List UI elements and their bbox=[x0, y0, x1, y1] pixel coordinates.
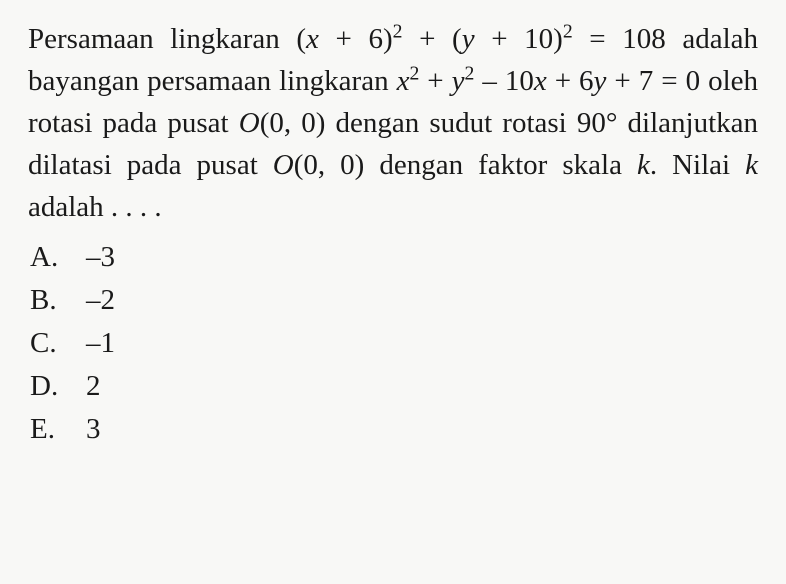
eq-part: + 6) bbox=[319, 23, 393, 55]
exponent: 2 bbox=[563, 20, 573, 42]
option-b-value: –2 bbox=[86, 279, 115, 322]
variable-y: y bbox=[452, 65, 465, 97]
eq-part: + 10) bbox=[475, 23, 563, 55]
option-e-label: E. bbox=[30, 408, 86, 451]
option-e: E. 3 bbox=[30, 408, 758, 451]
question-text: Persamaan lingkaran (x + 6)2 + (y + 10)2… bbox=[28, 18, 758, 228]
variable-y: y bbox=[594, 65, 607, 97]
exponent: 2 bbox=[393, 20, 403, 42]
eq-part: + 7 = 0 bbox=[606, 65, 700, 97]
variable-x: x bbox=[534, 65, 547, 97]
variable-k: k bbox=[637, 149, 650, 181]
option-a: A. –3 bbox=[30, 236, 758, 279]
variable-k: k bbox=[745, 149, 758, 181]
eq-part: + bbox=[419, 65, 451, 97]
variable-y: y bbox=[462, 23, 475, 55]
text-segment: . Nilai bbox=[650, 149, 745, 181]
text-segment: Persamaan lingkaran bbox=[28, 23, 296, 55]
option-a-label: A. bbox=[30, 236, 86, 279]
variable-x: x bbox=[397, 65, 410, 97]
text-segment: (0, 0) dengan faktor skala bbox=[294, 149, 637, 181]
option-c-value: –1 bbox=[86, 322, 115, 365]
option-d-label: D. bbox=[30, 365, 86, 408]
option-d: D. 2 bbox=[30, 365, 758, 408]
point-O: O bbox=[239, 107, 260, 139]
option-e-value: 3 bbox=[86, 408, 101, 451]
text-segment: adalah . . . . bbox=[28, 191, 162, 223]
option-b-label: B. bbox=[30, 279, 86, 322]
option-c-label: C. bbox=[30, 322, 86, 365]
eq-part: + 6 bbox=[547, 65, 594, 97]
eq-part: – 10 bbox=[474, 65, 533, 97]
equation-2: x2 + y2 – 10x + 6y + 7 = 0 bbox=[397, 65, 701, 97]
variable-x: x bbox=[306, 23, 319, 55]
point-O: O bbox=[273, 149, 294, 181]
option-c: C. –1 bbox=[30, 322, 758, 365]
exponent: 2 bbox=[409, 62, 419, 84]
eq-part: + ( bbox=[402, 23, 461, 55]
eq-part: ( bbox=[296, 23, 306, 55]
option-b: B. –2 bbox=[30, 279, 758, 322]
eq-part: = 108 bbox=[573, 23, 666, 55]
option-d-value: 2 bbox=[86, 365, 101, 408]
options-list: A. –3 B. –2 C. –1 D. 2 E. 3 bbox=[28, 236, 758, 451]
option-a-value: –3 bbox=[86, 236, 115, 279]
exponent: 2 bbox=[465, 62, 475, 84]
equation-1: (x + 6)2 + (y + 10)2 = 108 bbox=[296, 23, 665, 55]
